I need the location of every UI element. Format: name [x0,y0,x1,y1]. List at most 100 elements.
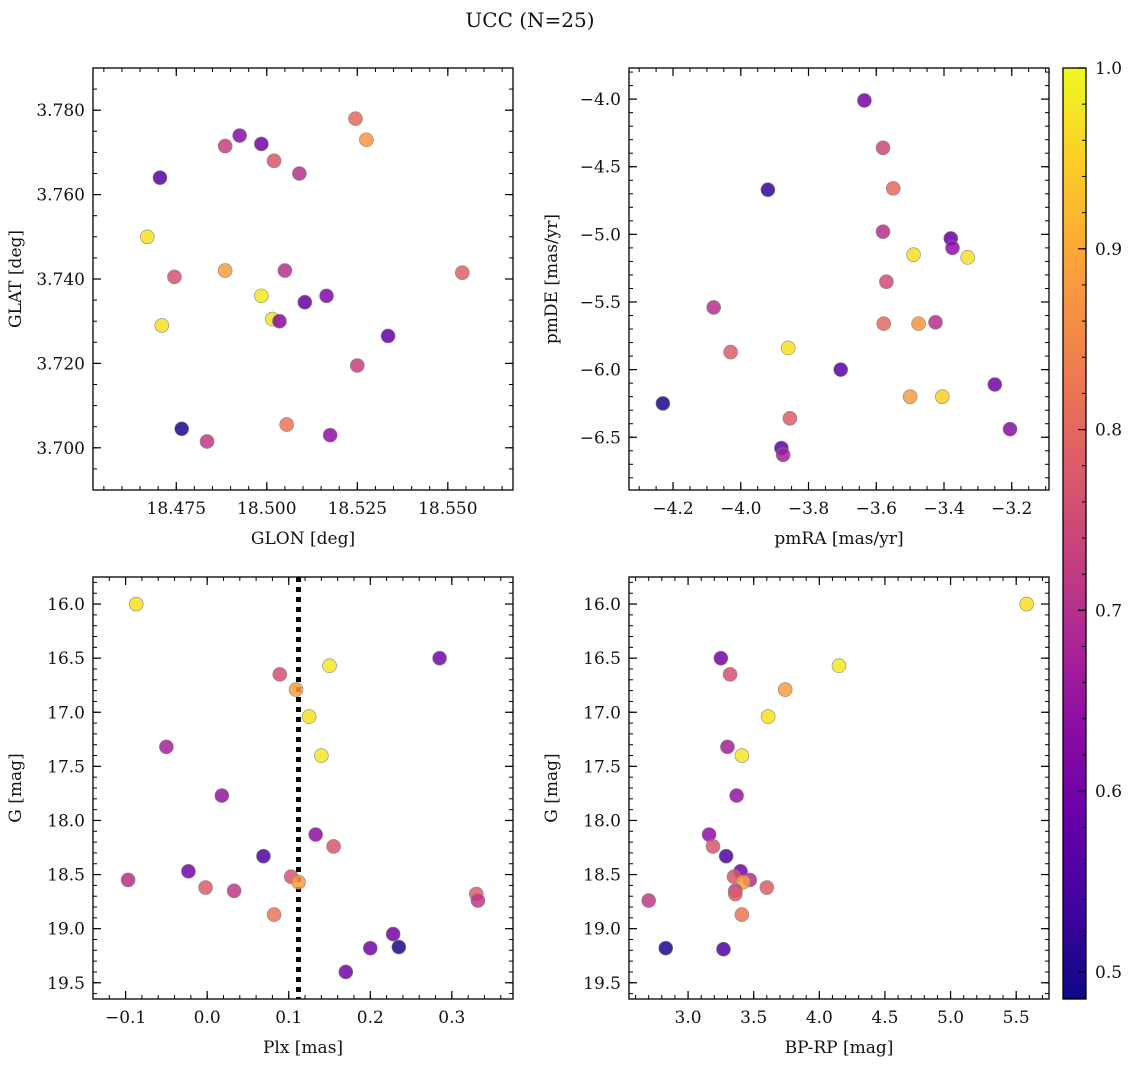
x-tick-label: −3.8 [788,499,829,519]
scatter-point [319,288,334,304]
scatter-point [217,138,233,154]
scatter-point [729,788,744,803]
x-axis-label: Plx [mas] [263,1038,343,1058]
scatter-point [759,880,775,895]
y-tick-label: 18.5 [583,866,621,886]
scatter-point [140,229,155,245]
colorbar-tick-label: 0.9 [1095,240,1122,260]
scatter-point [350,358,365,373]
y-tick-label: −6.5 [580,428,621,448]
scatter-point [348,111,363,126]
scatter-point [906,247,921,262]
scatter-point [292,166,307,181]
scatter-point [470,893,486,908]
scatter-point [159,739,174,755]
scatter-point [214,788,230,803]
scatter-point [314,748,329,763]
scatter-point [780,340,796,356]
scatter-point [875,140,891,156]
scatter-point [338,964,354,980]
scatter-point [775,447,791,463]
x-tick-label: 3.5 [740,1008,767,1028]
y-tick-label: 16.5 [583,649,621,669]
colorbar-frame [1062,67,1087,1000]
scatter-point [987,377,1003,392]
scatter-point [935,389,950,404]
y-tick-label: −4.0 [580,90,621,110]
scatter-point [718,848,734,864]
scatter-point [1002,421,1018,437]
x-tick-label: −3.2 [991,499,1032,519]
data-points [120,596,486,980]
x-tick-label: 18.525 [328,499,387,519]
scatter-point [154,318,170,333]
axes-frame [628,576,1050,1000]
scatter-point [266,907,282,922]
colorbar-tick-label: 0.8 [1095,421,1122,441]
y-tick-label: −6.0 [580,361,621,381]
x-tick-label: 0.2 [357,1008,384,1028]
scatter-point [960,250,976,265]
tick-marks [629,68,1049,490]
x-tick-label: 3.0 [675,1008,702,1028]
scatter-point [254,288,269,304]
scatter-point [722,667,738,682]
scatter-point [277,263,293,278]
data-points [641,596,1034,957]
scatter-point [297,294,313,310]
scatter-point [322,427,338,443]
y-tick-label: 3.720 [36,354,85,374]
x-tick-label: 0.3 [438,1008,465,1028]
scatter-point [291,874,306,890]
scatter-point [232,128,247,143]
colorbar-tick-label: 0.6 [1095,782,1122,802]
x-tick-label: 4.5 [871,1008,898,1028]
scatter-point [928,314,943,330]
panel-plx-g: −0.1 0.0 0.1 0.2 0.3 16.0 16.5 17.0 17.5 18.0 18.5… [6,576,514,1058]
x-tick-label: 5.0 [937,1008,964,1028]
scatter-point [879,274,894,290]
scatter-point [198,880,213,895]
colorbar-gradient [1063,68,1086,999]
x-tick-label: 5.5 [1003,1008,1030,1028]
colorbar-tick-label: 0.5 [1095,963,1122,983]
scatter-point [833,362,848,377]
y-axis-label: G [mag] [542,753,562,822]
y-axis-label: GLAT [deg] [6,230,26,328]
x-tick-label: −3.4 [923,499,964,519]
y-tick-label: −4.5 [580,158,621,178]
scatter-point [385,926,401,942]
y-tick-label: 16.5 [47,649,85,669]
x-tick-label: 18.500 [237,499,296,519]
data-points [655,93,1018,463]
panel-glon-glat: 18.475 18.500 18.525 18.550 3.700 3.720 3.740 3… [6,67,514,549]
scatter-point [876,316,892,331]
x-tick-label: 4.0 [806,1008,833,1028]
x-tick-label: −3.6 [856,499,897,519]
scatter-point [720,739,735,755]
scatter-point [831,658,847,674]
figure-title: UCC (N=25) [465,8,595,32]
y-tick-label: 16.0 [583,595,621,615]
y-axis-label: pmDE [mas/yr] [542,214,562,344]
scatter-point [658,940,674,956]
scatter-point [782,411,798,426]
scatter-point [391,939,407,955]
y-tick-label: 17.0 [583,703,621,723]
scatter-point [728,886,743,902]
tick-marks [93,67,513,491]
y-tick-label: 16.0 [47,595,85,615]
y-tick-label: 3.740 [36,270,85,290]
scatter-point [167,269,182,285]
scatter-point [152,170,168,186]
scatter-point [322,658,337,674]
scatter-point [875,224,891,239]
scatter-point [326,839,341,854]
y-axis-label: G [mag] [6,753,26,822]
y-tick-label: 19.0 [47,920,85,940]
scatter-point [181,864,196,879]
axes-frame [628,67,1050,491]
panel-bprp-g: 3.0 3.5 4.0 4.5 5.0 5.5 16.0 16.5 17.0 17.5 18.0 18… [542,576,1050,1058]
scatter-point [272,667,288,682]
scatter-point [945,240,960,256]
